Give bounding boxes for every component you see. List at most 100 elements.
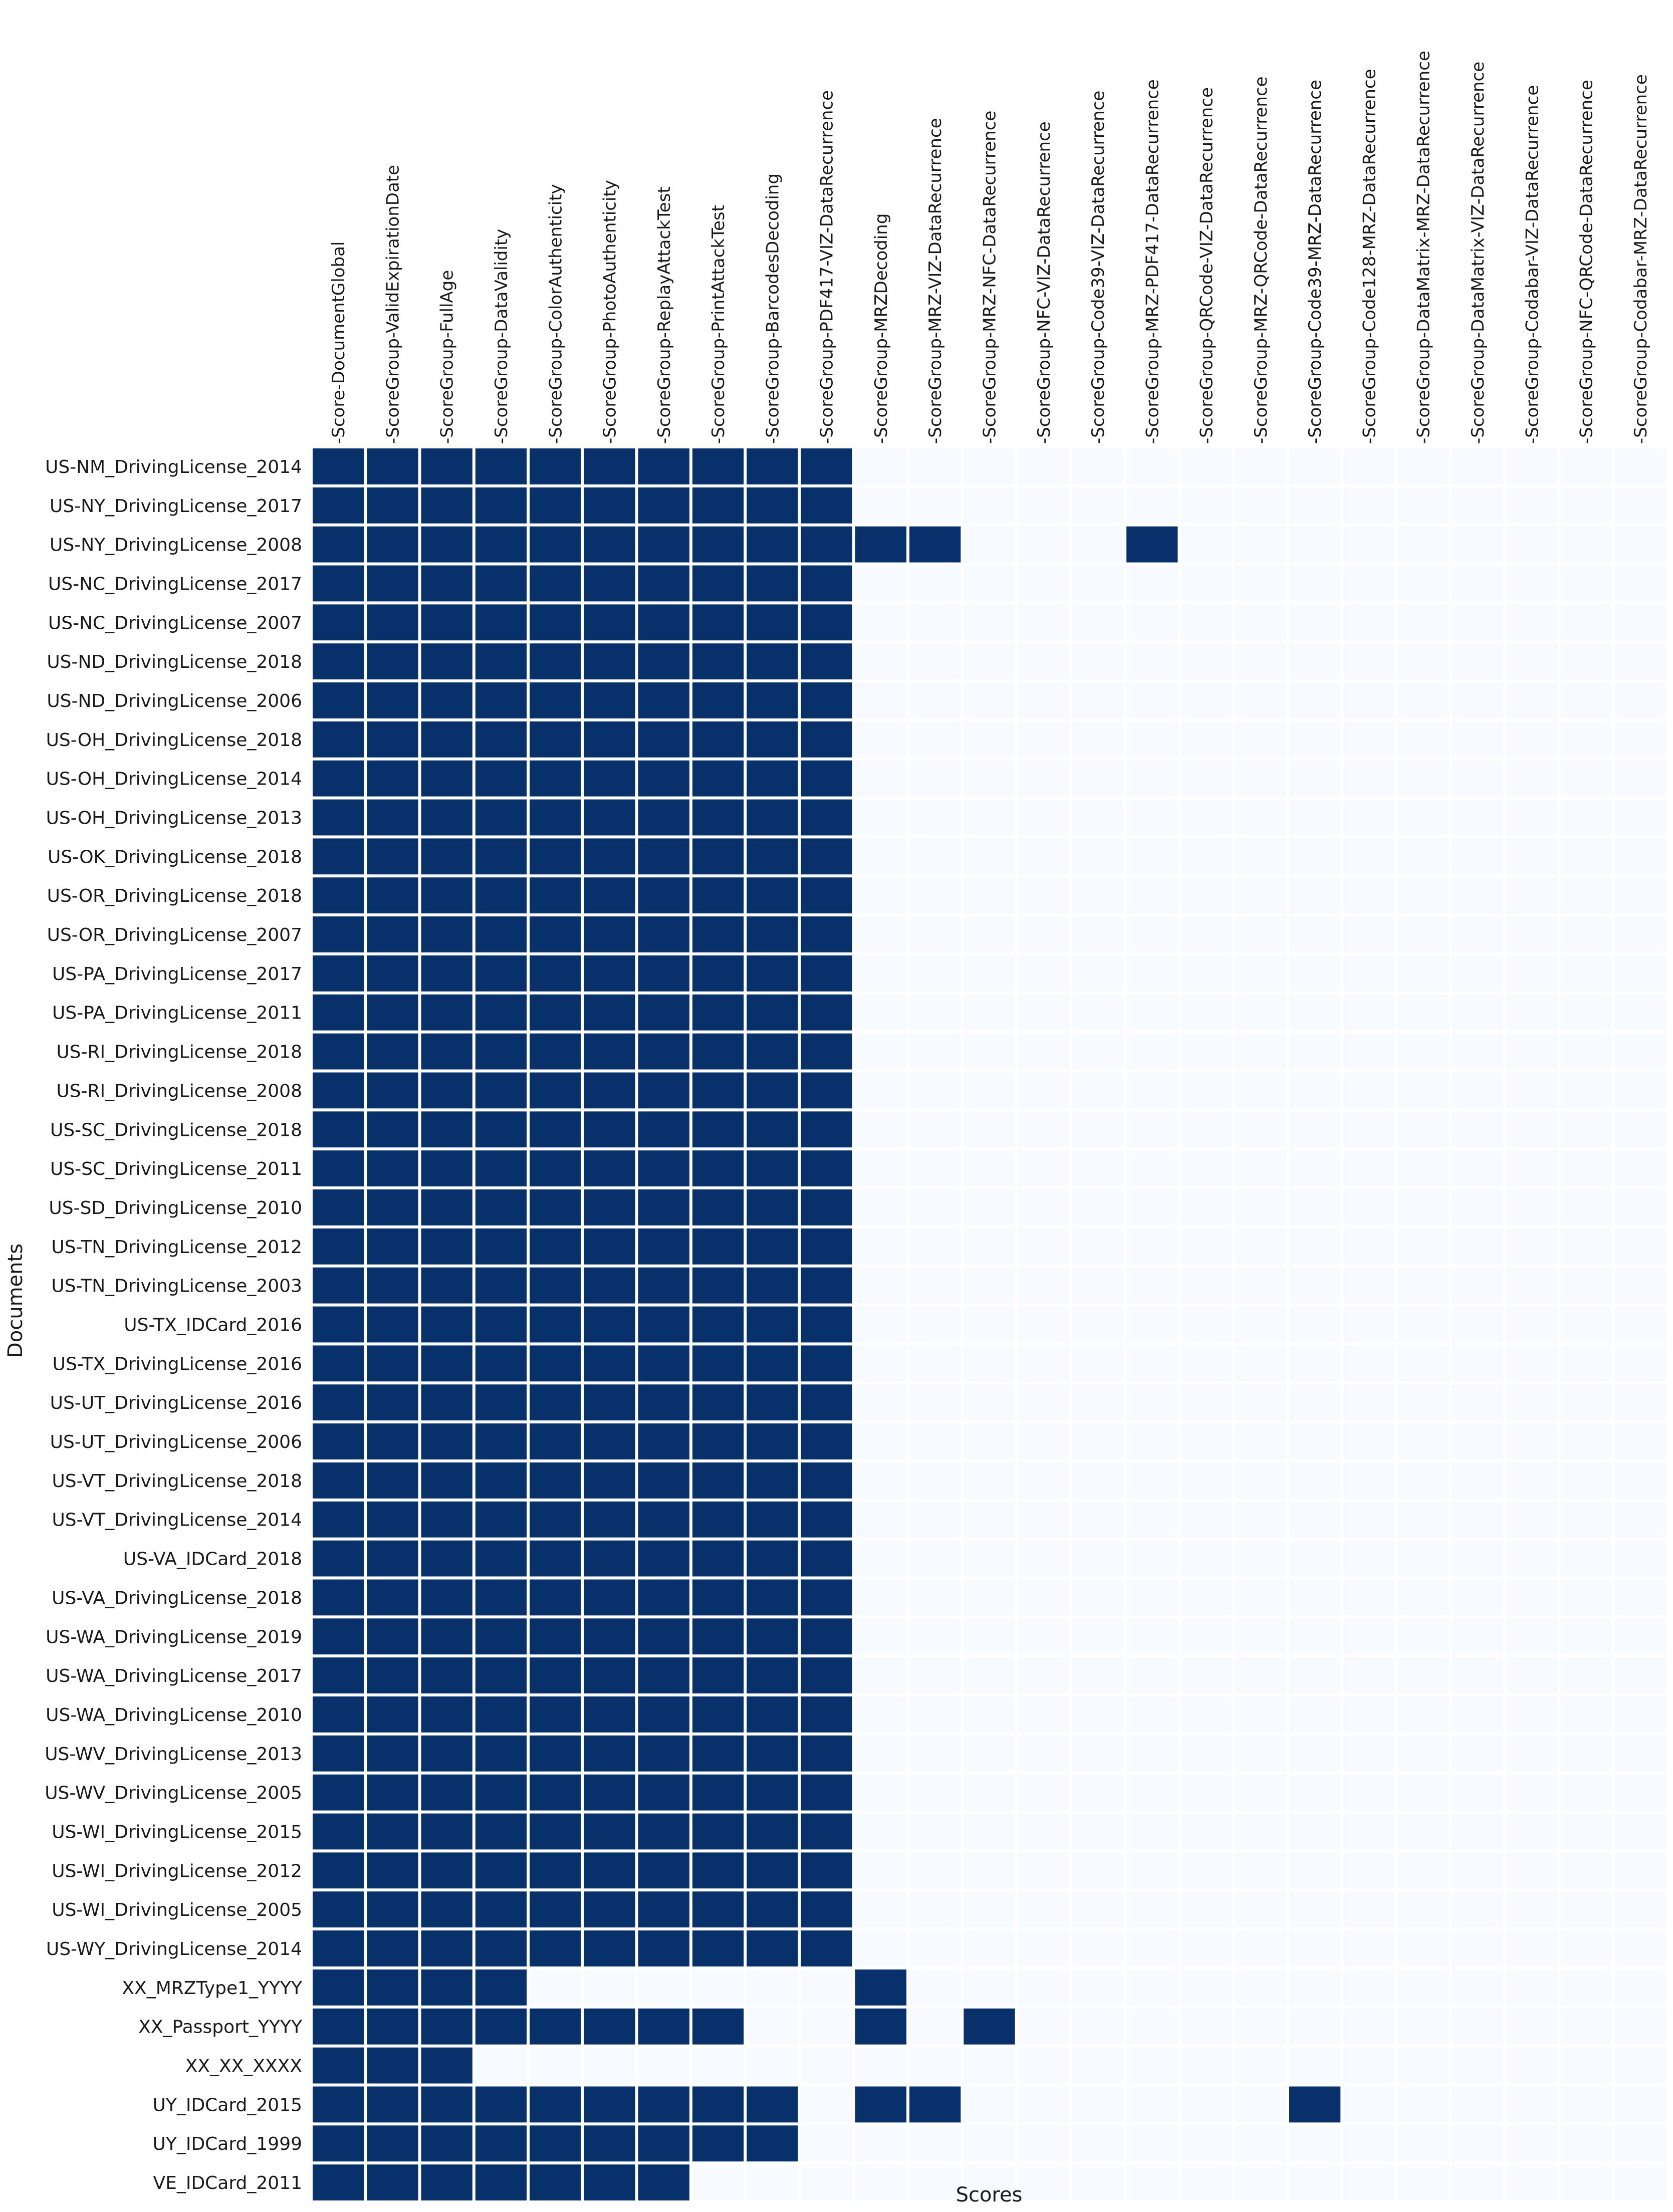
heatmap-cell [1560, 682, 1612, 718]
heatmap-cell [638, 1735, 689, 1772]
heatmap-cell [1235, 448, 1287, 484]
heatmap-cell [801, 1072, 852, 1109]
heatmap-cell [692, 565, 744, 602]
heatmap-cell [421, 1345, 472, 1382]
row-tick-label: US-NM_DrivingLicense_2014 [45, 457, 302, 477]
heatmap-cell [801, 1306, 852, 1343]
heatmap-cell [747, 760, 798, 797]
heatmap-cell [638, 1345, 689, 1382]
heatmap-cell [1289, 1579, 1341, 1616]
heatmap-cell [1614, 1189, 1666, 1225]
heatmap-cell [1072, 1891, 1124, 1928]
heatmap-cell [1235, 1852, 1287, 1889]
heatmap-cell [692, 1072, 744, 1109]
row-tick-label: XX_Passport_YYYY [138, 2017, 303, 2038]
heatmap-cell [584, 1306, 635, 1343]
heatmap-cell [1614, 2047, 1666, 2084]
heatmap-cell [530, 1306, 581, 1343]
column-tick-label: -ScoreGroup-DataMatrix-MRZ-DataRecurrenc… [1414, 51, 1434, 444]
heatmap-cell [1072, 2047, 1124, 2084]
heatmap-cell [1343, 1072, 1395, 1109]
row-tick-label: US-OR_DrivingLicense_2007 [47, 925, 302, 945]
heatmap-cell [421, 799, 472, 836]
heatmap-cell [747, 1228, 798, 1265]
heatmap-cell [1018, 487, 1069, 524]
heatmap-cell [638, 448, 689, 484]
heatmap-cell [313, 2164, 364, 2200]
heatmap-cell [747, 955, 798, 992]
heatmap-cell [313, 2125, 364, 2162]
heatmap-cell [1452, 448, 1504, 484]
heatmap-cell [1343, 682, 1395, 718]
heatmap-cell [1506, 526, 1558, 563]
row-tick-label: US-PA_DrivingLicense_2011 [52, 1003, 302, 1024]
heatmap-cell [530, 1891, 581, 1928]
heatmap-cell [638, 643, 689, 680]
heatmap-cell [1072, 1852, 1124, 1889]
heatmap-cell [747, 1189, 798, 1225]
heatmap-cell [1397, 877, 1449, 914]
heatmap-cell [1072, 2125, 1124, 2162]
heatmap-cell [1235, 721, 1287, 758]
heatmap-cell [1235, 1033, 1287, 1070]
heatmap-cell [964, 448, 1015, 484]
heatmap-cell [638, 1657, 689, 1694]
heatmap-cell [313, 1228, 364, 1265]
heatmap-cell [747, 1657, 798, 1694]
heatmap-cell [747, 838, 798, 875]
heatmap-cell [421, 1735, 472, 1772]
heatmap-cell [855, 1228, 907, 1265]
heatmap-cell [1397, 1969, 1449, 2006]
heatmap-cell [747, 1306, 798, 1343]
heatmap-cell [313, 1852, 364, 1889]
heatmap-cell [1289, 2164, 1341, 2200]
heatmap-cell [1235, 487, 1287, 524]
heatmap-cell [530, 1501, 581, 1538]
heatmap-cell [421, 1267, 472, 1304]
heatmap-cell [964, 877, 1015, 914]
heatmap-cell [421, 1540, 472, 1577]
heatmap-cell [964, 1384, 1015, 1421]
heatmap-cell [475, 682, 527, 718]
heatmap-cell [1452, 799, 1504, 836]
heatmap-cell [747, 994, 798, 1031]
heatmap-cell [1235, 1657, 1287, 1694]
heatmap-cell [747, 1267, 798, 1304]
heatmap-cell [584, 487, 635, 524]
heatmap-cell [801, 565, 852, 602]
heatmap-cell [638, 1189, 689, 1225]
heatmap-cell [584, 1150, 635, 1187]
heatmap-cell [1614, 916, 1666, 952]
heatmap-cell [1506, 1501, 1558, 1538]
heatmap-cell [584, 2125, 635, 2162]
heatmap-cell [1506, 682, 1558, 718]
heatmap-cell [638, 760, 689, 797]
heatmap-cell [1560, 721, 1612, 758]
heatmap-cell [964, 799, 1015, 836]
row-tick-label: US-UT_DrivingLicense_2006 [50, 1432, 302, 1452]
heatmap-cell [1072, 2164, 1124, 2200]
heatmap-cell [1343, 526, 1395, 563]
heatmap-cell [1018, 2164, 1069, 2200]
heatmap-cell [1397, 1033, 1449, 1070]
heatmap-cell [964, 1540, 1015, 1577]
heatmap-cell [801, 1423, 852, 1459]
column-tick-label: -ScoreGroup-Codabar-MRZ-DataRecurrence [1631, 74, 1651, 444]
heatmap-cell [584, 1852, 635, 1889]
heatmap-cell [1506, 1345, 1558, 1382]
column-tick-label: -ScoreGroup-QRCode-VIZ-DataRecurrence [1197, 87, 1217, 444]
heatmap-cell [1343, 2008, 1395, 2045]
row-tick-label: US-WI_DrivingLicense_2005 [52, 1900, 302, 1920]
heatmap-cell [964, 1072, 1015, 1109]
heatmap-cell [1614, 1072, 1666, 1109]
heatmap-cell [855, 526, 907, 563]
heatmap-cell [1614, 1384, 1666, 1421]
heatmap-cell [1506, 1891, 1558, 1928]
heatmap-cell [1072, 799, 1124, 836]
heatmap-cell [1126, 1657, 1178, 1694]
heatmap-cell [909, 1735, 961, 1772]
heatmap-cell [1289, 1813, 1341, 1850]
heatmap-cell [855, 1696, 907, 1733]
heatmap-cell [855, 1189, 907, 1225]
heatmap-cell [964, 526, 1015, 563]
